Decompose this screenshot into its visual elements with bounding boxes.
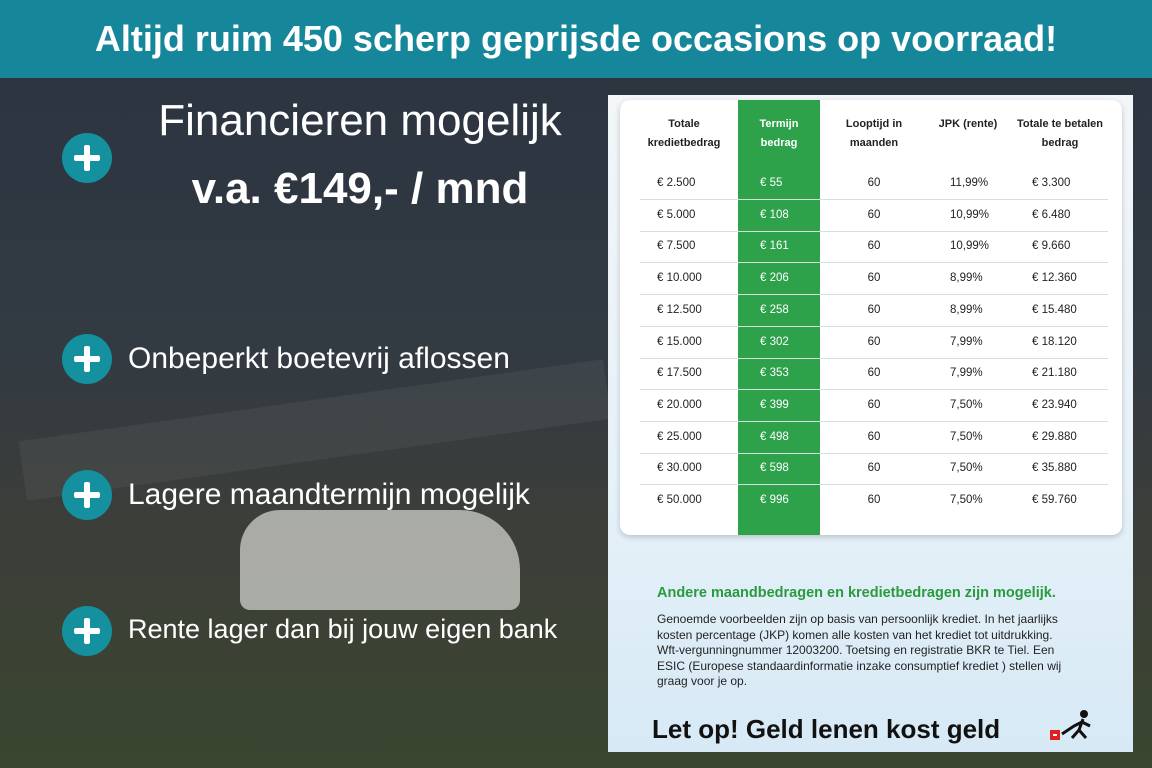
highlight-column — [738, 100, 820, 535]
table-cell: 60 — [867, 494, 881, 506]
table-cell: 10,99% — [950, 208, 990, 221]
table-cell: 60 — [867, 462, 881, 475]
table-cell: € 598 — [760, 462, 789, 475]
table-cell: € 23.940 — [1032, 398, 1077, 411]
table-cell: 60 — [867, 177, 881, 189]
table-cell: € 18.120 — [1032, 335, 1077, 348]
table-cell: 7,50% — [950, 398, 983, 411]
row-separator — [640, 452, 1108, 454]
table-cell: € 25.000 — [657, 430, 702, 443]
table-cell: € 399 — [760, 398, 789, 411]
row-separator — [640, 484, 1108, 486]
table-cell: € 30.000 — [657, 462, 702, 475]
note-heading: Andere maandbedragen en kredietbedragen … — [657, 585, 1056, 601]
table-cell: 8,99% — [950, 303, 983, 316]
table-cell: 7,50% — [950, 430, 983, 443]
row-separator — [640, 357, 1108, 359]
table-cell: 60 — [867, 335, 881, 348]
table-cell: 60 — [867, 430, 881, 443]
table-cell: € 50.000 — [657, 494, 702, 506]
row-separator — [640, 294, 1108, 296]
table-cell: € 17.500 — [657, 367, 702, 380]
table-cell: 7,50% — [950, 462, 983, 475]
table-cell: € 12.360 — [1032, 272, 1077, 285]
table-cell: 60 — [867, 367, 881, 380]
row-separator — [640, 230, 1108, 232]
plus-icon — [62, 470, 112, 520]
table-cell: € 35.880 — [1032, 462, 1077, 475]
table-cell: € 15.000 — [657, 335, 702, 348]
table-cell: 60 — [867, 398, 881, 411]
table-header: Looptijd in maanden — [845, 118, 903, 149]
table-cell: € 996 — [760, 494, 789, 506]
table-cell: 11,99% — [950, 177, 989, 189]
row-separator — [640, 199, 1108, 200]
table-header: Totale te betalen bedrag — [1017, 118, 1103, 149]
background-car — [240, 510, 520, 610]
table-cell: € 161 — [760, 240, 789, 253]
table-cell: 7,99% — [950, 367, 983, 380]
plus-icon — [62, 334, 112, 384]
banner-title: Altijd ruim 450 scherp geprijsde occasio… — [0, 0, 1152, 78]
table-cell: € 353 — [760, 367, 789, 380]
headline: Financieren mogelijk — [158, 96, 562, 145]
table-cell: € 206 — [760, 272, 789, 285]
feature-item: Rente lager dan bij jouw eigen bank — [128, 614, 558, 644]
feature-item: Onbeperkt boetevrij aflossen — [128, 342, 510, 375]
warning-icon — [1050, 710, 1091, 740]
table-header: JPK (rente) — [938, 118, 998, 130]
table-cell: 60 — [867, 240, 881, 253]
table-cell: € 55 — [760, 177, 783, 189]
table-cell: 60 — [867, 303, 881, 316]
table-cell: € 59.760 — [1032, 494, 1077, 506]
table-cell: € 15.480 — [1032, 303, 1077, 316]
row-separator — [640, 389, 1108, 391]
table-header: Totale kredietbedrag — [647, 118, 721, 149]
feature-item: Lagere maandtermijn mogelijk — [128, 478, 530, 511]
table-cell: € 498 — [760, 430, 789, 443]
table-cell: € 29.880 — [1032, 430, 1077, 443]
table-cell: € 258 — [760, 303, 789, 316]
table-cell: € 10.000 — [657, 272, 702, 285]
table-cell: € 9.660 — [1032, 240, 1071, 253]
table-cell: € 6.480 — [1032, 208, 1071, 221]
table-cell: € 3.300 — [1032, 177, 1071, 189]
row-separator — [640, 262, 1108, 264]
table-header: Termijn bedrag — [759, 118, 799, 149]
table-cell: € 21.180 — [1032, 367, 1077, 380]
table-cell: 7,99% — [950, 335, 983, 348]
table-cell: € 12.500 — [657, 303, 702, 316]
warning: Let op! Geld lenen kost geld — [652, 714, 1001, 744]
plus-icon — [62, 606, 112, 656]
table-cell: € 108 — [760, 208, 789, 221]
note-text: Genoemde voorbeelden zijn op basis van p… — [657, 612, 1062, 688]
table-cell: 60 — [867, 208, 881, 221]
row-separator — [640, 325, 1108, 327]
table-cell: 60 — [867, 272, 881, 285]
subheadline: v.a. €149,- / mnd — [191, 164, 529, 213]
table-cell: 7,50% — [950, 494, 983, 506]
row-separator — [640, 420, 1108, 422]
table-cell: € 302 — [760, 335, 789, 348]
table-cell: € 5.000 — [657, 208, 696, 221]
plus-icon — [62, 133, 112, 183]
table-cell: € 20.000 — [657, 398, 702, 411]
table-cell: € 2.500 — [657, 177, 696, 189]
table-cell: € 7.500 — [657, 240, 696, 253]
table-cell: 10,99% — [950, 240, 990, 253]
table-cell: 8,99% — [950, 272, 983, 285]
table-card — [620, 100, 1122, 535]
